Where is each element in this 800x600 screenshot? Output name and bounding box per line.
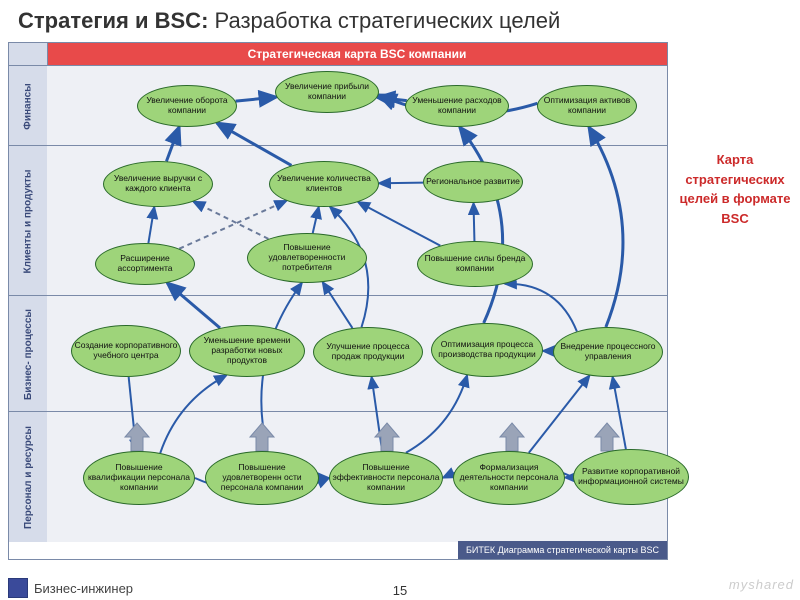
node-n14: Оптимизация процесса производства продук… — [431, 323, 543, 377]
row-label-r1: Финансы — [9, 65, 48, 146]
edge-n18-n14 — [406, 375, 467, 452]
side-note: Карта стратегических целей в формате BSC — [676, 150, 794, 228]
edge-n16-n12 — [160, 375, 226, 453]
node-n5: Увеличение выручки с каждого клиента — [103, 161, 213, 207]
edge-n18-n13 — [372, 377, 383, 451]
edge-n11-n16 — [129, 377, 137, 451]
node-n20: Развитие корпоративной информационной си… — [573, 449, 689, 505]
map-header: Стратегическая карта BSC компании — [47, 43, 667, 66]
page-title: Стратегия и BSC: Разработка стратегическ… — [0, 0, 800, 40]
perspective-arrow-2 — [375, 423, 399, 451]
edge-n10-n7 — [474, 203, 475, 241]
node-n17: Повышение удовлетворенн ости персонала к… — [205, 451, 319, 505]
watermark: myshared — [729, 577, 794, 592]
edge-n3-n2 — [377, 97, 407, 100]
edge-n7-n6 — [379, 183, 423, 184]
footer-tag: БИТЕК Диаграмма стратегической карты BSC — [458, 541, 667, 559]
node-n11: Создание корпоративного учебного центра — [71, 325, 181, 377]
perspective-arrow-4 — [595, 423, 619, 451]
edge-n5-n1 — [166, 127, 179, 162]
edge-n14-n3 — [460, 127, 503, 323]
node-n9: Повышение удовлетворенности потребителя — [247, 233, 367, 283]
node-n19: Формализация деятельности персонала комп… — [453, 451, 565, 505]
node-n4: Оптимизация активов компании — [537, 85, 637, 127]
node-n15: Внедрение процессного управления — [553, 327, 663, 377]
node-n1: Увеличение оборота компании — [137, 85, 237, 127]
node-n12: Уменьшение времени разработки новых прод… — [189, 325, 305, 377]
perspective-arrow-3 — [500, 423, 524, 451]
edge-n9-n5 — [193, 202, 268, 239]
node-n16: Повышение квалификации персонала компани… — [83, 451, 195, 505]
perspective-arrow-1 — [250, 423, 274, 451]
node-n8: Расширение ассортимента — [95, 243, 195, 285]
diagram-canvas: Увеличение оборота компании Увеличение пр… — [47, 65, 667, 559]
edge-n15-n4 — [589, 127, 623, 327]
edge-n6-n1 — [217, 123, 292, 166]
node-n3: Уменьшение расходов компании — [405, 85, 509, 127]
row-label-r2: Клиенты и продукты — [9, 145, 48, 296]
edge-n1-n2 — [236, 97, 277, 101]
node-n6: Увеличение количества клиентов — [269, 161, 379, 207]
edge-n12-n8 — [167, 283, 220, 328]
edge-n20-n15 — [613, 377, 626, 449]
node-n7: Региональное развитие — [423, 161, 523, 203]
corner-cell — [9, 43, 48, 65]
page-number: 15 — [0, 583, 800, 598]
edge-n19-n15 — [529, 376, 590, 453]
bsc-map-frame: Стратегическая карта BSC компании Финанс… — [8, 42, 668, 560]
perspective-arrow-0 — [125, 423, 149, 451]
node-n2: Увеличение прибыли компании — [275, 71, 379, 113]
node-n13: Улучшение процесса продаж продукции — [313, 327, 423, 377]
node-n18: Повышение эффективности персонала компан… — [329, 451, 443, 505]
row-label-r3: Бизнес- процессы — [9, 295, 48, 412]
node-n10: Повышение силы бренда компании — [417, 241, 533, 287]
edge-n13-n9 — [323, 282, 353, 328]
row-label-r4: Персонал и ресурсы — [9, 411, 48, 542]
edge-n9-n6 — [313, 207, 319, 233]
edge-n10-n6 — [358, 202, 440, 246]
edge-n15-n10 — [505, 284, 577, 332]
edge-n8-n5 — [148, 207, 154, 243]
